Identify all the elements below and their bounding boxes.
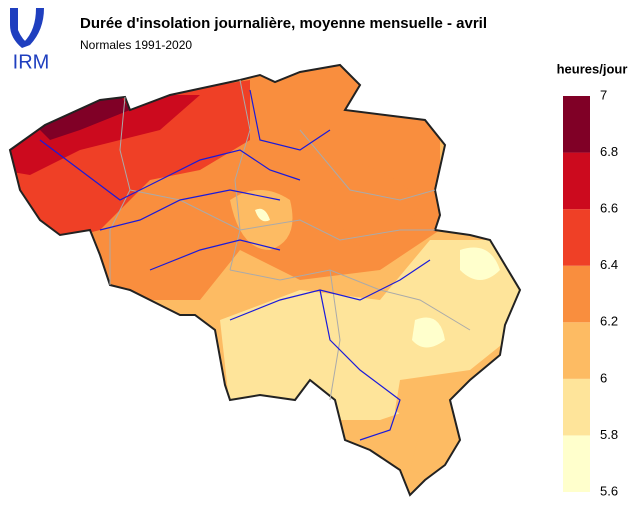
tick-label: 6.4	[600, 257, 618, 272]
sunshine-zone	[10, 95, 200, 175]
tick-label: 6.6	[600, 201, 618, 216]
sunshine-zone	[30, 95, 130, 140]
tick-label: 6	[600, 370, 607, 385]
subtitle: Normales 1991-2020	[80, 38, 192, 52]
logo: IRM	[10, 8, 49, 73]
sunshine-zone	[412, 317, 445, 348]
color-band	[563, 96, 590, 153]
rivers	[39, 89, 431, 441]
sunshine-zone	[460, 247, 500, 280]
tick-label: 6.8	[600, 144, 618, 159]
color-band	[563, 209, 590, 266]
tick-label: 7	[600, 87, 607, 102]
tick-label: 5.8	[600, 427, 618, 442]
sunshine-zone	[330, 160, 420, 250]
tick-label: 5.6	[600, 483, 618, 498]
legend: 5.6 5.8 6 6.2 6.4 6.6 6.8 7	[563, 87, 618, 498]
title: Durée d'insolation journalière, moyenne …	[80, 15, 487, 32]
color-band	[563, 378, 590, 436]
color-band	[563, 435, 590, 492]
legend-title: heures/jour	[557, 61, 628, 76]
logo-text: IRM	[13, 51, 50, 73]
color-band	[563, 322, 590, 379]
color-band	[563, 265, 590, 323]
tick-label: 6.2	[600, 314, 618, 329]
sunshine-zone	[255, 208, 270, 222]
color-band	[563, 152, 590, 210]
